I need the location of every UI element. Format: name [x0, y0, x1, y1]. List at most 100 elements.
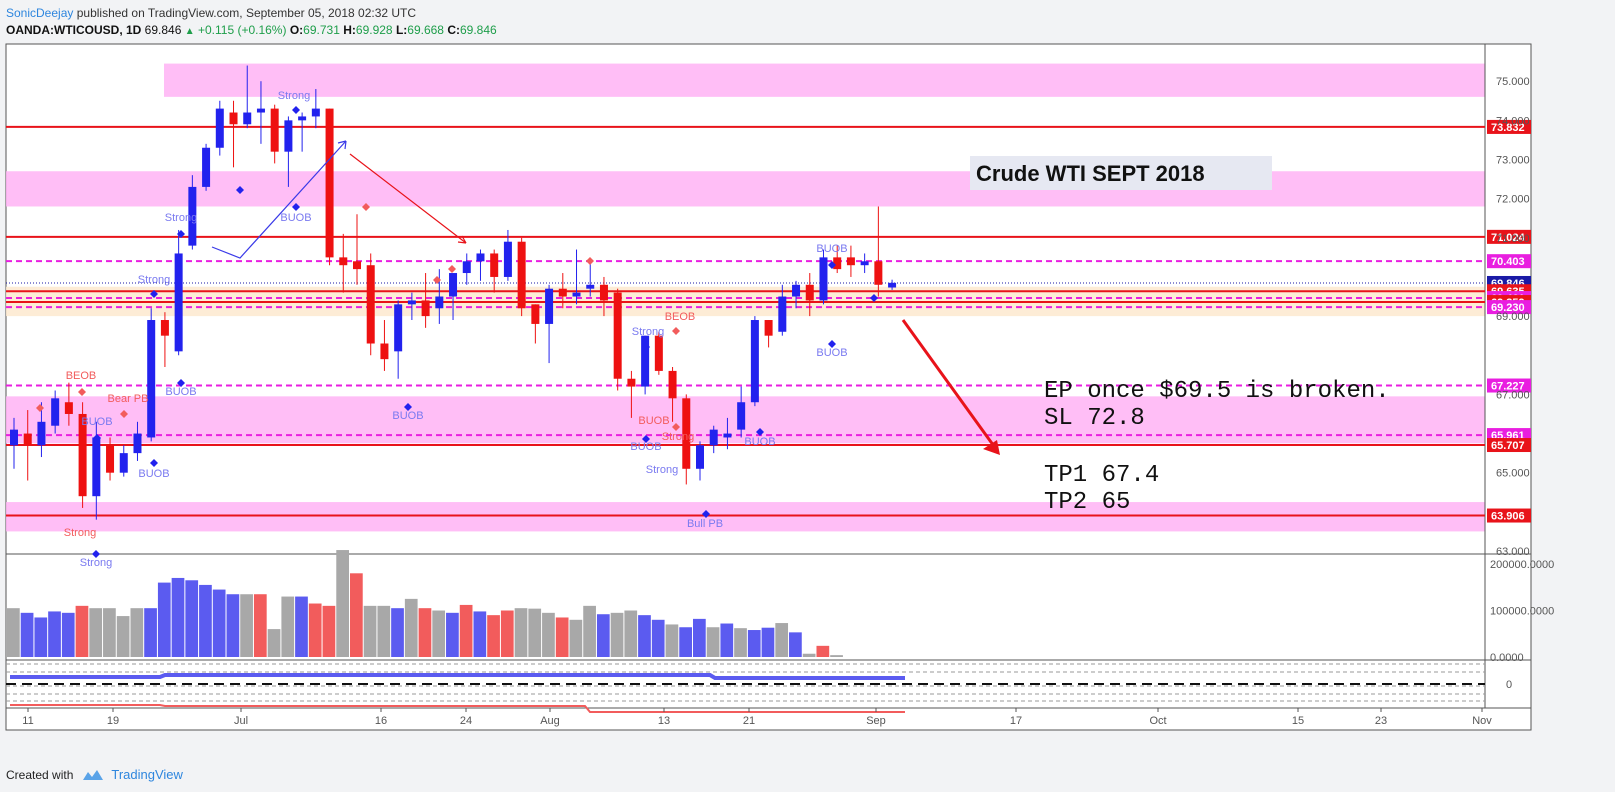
y-tick-label: 72.000	[1496, 194, 1530, 206]
candle-body	[764, 320, 773, 336]
candle-body	[284, 120, 293, 152]
candle-body	[243, 112, 252, 125]
pattern-label: BUOB	[81, 416, 112, 428]
volume-bar	[322, 605, 336, 657]
volume-bar	[596, 614, 610, 657]
volume-bar	[487, 615, 500, 657]
volume-bar	[185, 580, 199, 657]
signal-diamond-icon	[93, 434, 101, 442]
pattern-label: BUOB	[392, 410, 423, 422]
x-tick-label: 13	[658, 715, 670, 727]
level-price-label: 70.403	[1491, 256, 1525, 268]
x-tick-label: 17	[1010, 715, 1022, 727]
trade-plan-text: TP2 65	[1044, 489, 1130, 516]
y-tick-label: 75.000	[1496, 76, 1530, 88]
chart-title: Crude WTI SEPT 2018	[976, 161, 1205, 186]
trade-plan-text: TP1 67.4	[1044, 462, 1159, 489]
volume-bar	[391, 608, 404, 657]
y-tick-label: 63.000	[1496, 546, 1530, 558]
volume-bar	[103, 608, 116, 657]
volume-bar	[89, 608, 103, 657]
candle-body	[641, 335, 650, 387]
candle-body	[696, 445, 704, 469]
candle-body	[737, 402, 746, 430]
candle-body	[407, 300, 416, 305]
candle-body	[380, 343, 389, 360]
signal-diamond-icon	[642, 435, 650, 443]
signal-diamond-icon	[672, 327, 680, 335]
volume-bar	[34, 617, 48, 657]
candle-body	[846, 257, 855, 266]
y-tick-label: 74.000	[1496, 115, 1530, 127]
signal-diamond-icon	[433, 276, 441, 284]
candle-body	[654, 335, 663, 371]
pattern-label: Strong	[64, 527, 96, 539]
candle-body	[174, 253, 183, 352]
author-link[interactable]: SonicDeejay	[6, 6, 74, 20]
osc-red-line	[10, 704, 905, 713]
volume-bar	[610, 612, 624, 657]
candle-body	[627, 378, 636, 387]
osc-y-tick: 0	[1506, 679, 1512, 691]
trade-plan-text: SL 72.8	[1044, 405, 1145, 432]
volume-bar	[144, 608, 157, 657]
volume-bar	[734, 628, 747, 657]
candle-body	[92, 437, 101, 497]
pattern-label: Strong	[632, 326, 664, 338]
high-label: H:	[343, 23, 356, 37]
x-tick-label: Sep	[866, 715, 886, 727]
pattern-label: BUOB	[280, 212, 311, 224]
candle-body	[119, 453, 128, 473]
pattern-label: BEOB	[665, 311, 696, 323]
symbol-name[interactable]: OANDA:WTICOUSD, 1D	[6, 23, 142, 37]
level-price-label: 65.707	[1491, 440, 1525, 452]
candle-body	[188, 186, 197, 246]
volume-bar	[20, 612, 34, 657]
candle-body	[270, 108, 279, 152]
level-price-tag	[1487, 300, 1531, 315]
candle-body	[517, 241, 526, 309]
open-value: 69.731	[303, 23, 340, 37]
candle-body	[833, 257, 842, 270]
candle-body	[147, 320, 156, 438]
volume-y-tick: 200000.0000	[1490, 559, 1554, 571]
arrow-head-icon	[457, 235, 467, 244]
volume-bar	[775, 623, 789, 657]
tradingview-link[interactable]: TradingView	[111, 767, 183, 782]
volume-bar	[267, 629, 281, 657]
candle-body	[449, 273, 458, 297]
candle-body	[750, 320, 759, 403]
level-price-label: 71.024	[1491, 232, 1526, 244]
close-value: 69.846	[459, 23, 497, 37]
candle-body	[133, 433, 142, 454]
candle-body	[202, 147, 211, 187]
volume-bar	[295, 596, 308, 657]
volume-bar	[253, 594, 267, 657]
volume-bar	[199, 584, 212, 657]
volume-y-tick: 0.0000	[1490, 652, 1524, 664]
volume-bar	[542, 612, 555, 657]
last-price: 69.846	[144, 23, 182, 37]
candle-body	[778, 296, 787, 332]
candle-body	[339, 257, 348, 266]
up-arrow-icon: ▲	[184, 26, 195, 37]
level-price-label: 63.906	[1491, 511, 1525, 523]
candle-body	[805, 284, 814, 301]
created-with-text: Created with	[6, 767, 74, 782]
volume-bar	[157, 582, 171, 657]
volume-bar	[446, 612, 459, 657]
x-tick-label: 11	[22, 715, 33, 727]
volume-bar	[693, 618, 706, 657]
signal-diamond-icon	[702, 510, 710, 518]
axes-layer: 63.000 65.000 67.000 69.000 71.000 72.000 73.0…	[22, 76, 1554, 727]
candle-body	[325, 108, 334, 258]
y-tick-label: 65.000	[1496, 468, 1530, 480]
level-price-tag	[1487, 378, 1531, 393]
pattern-label: BUOB	[138, 468, 169, 480]
grid-layer	[6, 44, 1531, 709]
signal-diamond-icon	[78, 388, 86, 396]
level-price-tag	[1487, 119, 1531, 134]
x-tick-label: Aug	[540, 715, 560, 727]
candle-body	[64, 402, 73, 414]
